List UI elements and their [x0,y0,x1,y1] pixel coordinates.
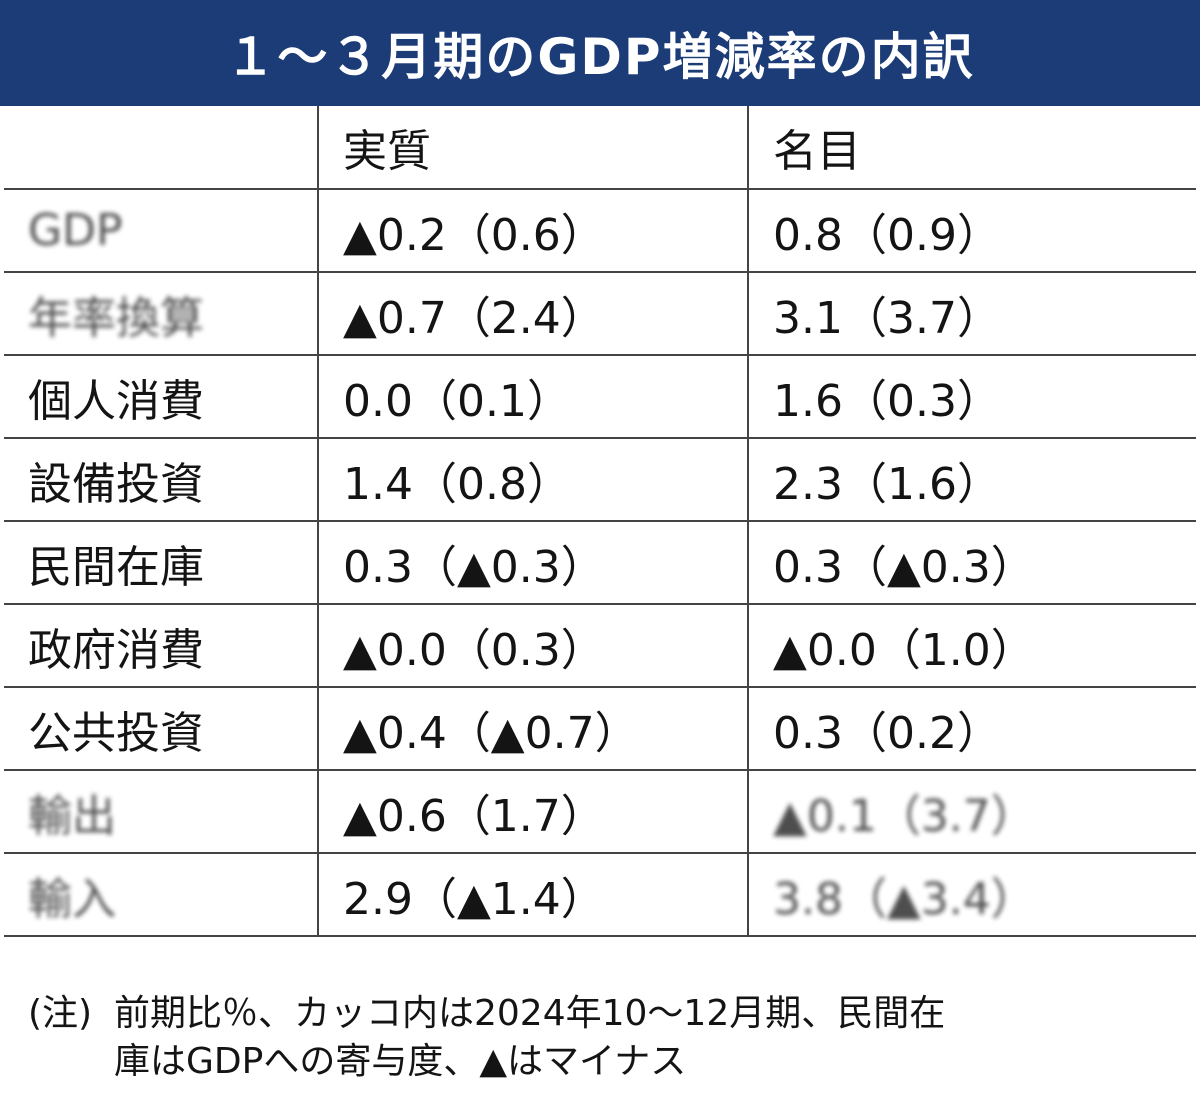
table-row: 民間在庫 0.3（▲0.3） 0.3（▲0.3） [4,520,1196,605]
footnote-line-2: 庫はGDPへの寄与度、▲はマイナス [28,1038,1178,1086]
real-value: 0.3（▲0.3） [317,520,749,605]
footnote: (注) 前期比％、カッコ内は2024年10～12月期、民間在 庫はGDPへの寄与… [28,990,1178,1086]
nominal-value: 0.3（▲0.3） [747,520,1196,605]
nominal-value: 1.6（0.3） [747,354,1196,439]
table-row: GDP ▲0.2（0.6） 0.8（0.9） [4,188,1196,273]
real-value: ▲0.7（2.4） [317,271,749,356]
table-row: 政府消費 ▲0.0（0.3） ▲0.0（1.0） [4,603,1196,688]
row-label: 輸出 [4,769,319,854]
title-bar: １～３月期のGDP増減率の内訳 [0,0,1200,106]
table-row: 輸入 2.9（▲1.4） 3.8（▲3.4） [4,852,1196,937]
row-label: 輸入 [4,852,319,937]
real-value: ▲0.6（1.7） [317,769,749,854]
footnote-text-1: 前期比％、カッコ内は2024年10～12月期、民間在 [114,993,946,1034]
table-body: GDP ▲0.2（0.6） 0.8（0.9） 年率換算 ▲0.7（2.4） 3.1（3.7… [4,188,1196,937]
nominal-value: ▲0.0（1.0） [747,603,1196,688]
table-row: 個人消費 0.0（0.1） 1.6（0.3） [4,354,1196,439]
nominal-value: 0.8（0.9） [747,188,1196,273]
row-label: 設備投資 [4,437,319,522]
table-row: 年率換算 ▲0.7（2.4） 3.1（3.7） [4,271,1196,356]
nominal-value: 3.1（3.7） [747,271,1196,356]
nominal-value: 2.3（1.6） [747,437,1196,522]
header-nominal: 名目 [747,106,1196,190]
header-item [4,106,319,190]
table-row: 設備投資 1.4（0.8） 2.3（1.6） [4,437,1196,522]
row-label: 政府消費 [4,603,319,688]
nominal-value: ▲0.1（3.7） [747,769,1196,854]
real-value: 1.4（0.8） [317,437,749,522]
footnote-line-1: (注) 前期比％、カッコ内は2024年10～12月期、民間在 [28,990,1178,1038]
real-value: ▲0.4（▲0.7） [317,686,749,771]
real-value: 0.0（0.1） [317,354,749,439]
table-header-row: 実質 名目 [4,106,1196,190]
real-value: ▲0.2（0.6） [317,188,749,273]
row-label: 個人消費 [4,354,319,439]
footnote-indent [28,1038,114,1086]
table-row: 輸出 ▲0.6（1.7） ▲0.1（3.7） [4,769,1196,854]
table-row: 公共投資 ▲0.4（▲0.7） 0.3（0.2） [4,686,1196,771]
footnote-text-2: 庫はGDPへの寄与度、▲はマイナス [114,1041,687,1082]
real-value: 2.9（▲1.4） [317,852,749,937]
footnote-prefix: (注) [28,993,93,1034]
row-label: 年率換算 [4,271,319,356]
nominal-value: 3.8（▲3.4） [747,852,1196,937]
row-label: 民間在庫 [4,520,319,605]
header-real: 実質 [317,106,749,190]
row-label: 公共投資 [4,686,319,771]
nominal-value: 0.3（0.2） [747,686,1196,771]
row-label: GDP [4,188,319,273]
gdp-breakdown-table: 実質 名目 GDP ▲0.2（0.6） 0.8（0.9） 年率換算 ▲0.7（2.4） 3… [4,106,1196,937]
page-title: １～３月期のGDP増減率の内訳 [225,28,975,86]
real-value: ▲0.0（0.3） [317,603,749,688]
